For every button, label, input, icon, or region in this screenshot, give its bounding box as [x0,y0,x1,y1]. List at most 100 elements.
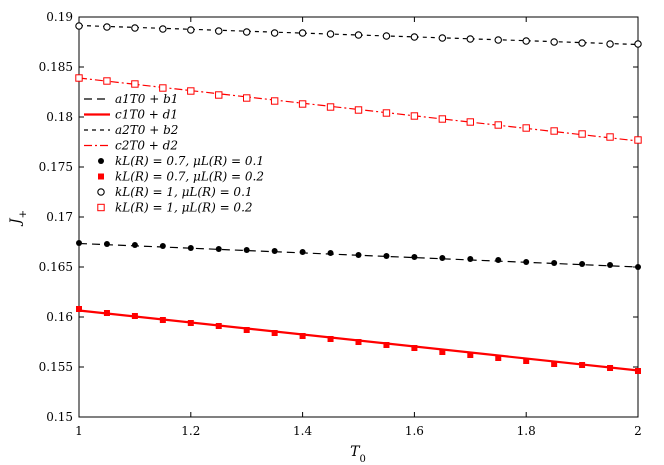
data-point-s3 [159,25,167,33]
legend-entry-4: c2T0 + d2 [115,139,178,153]
data-point-s3 [103,23,111,31]
data-point-s1 [243,247,250,253]
data-point-s4 [382,109,391,117]
data-point-s3 [606,40,614,48]
data-point-s4 [159,84,167,92]
data-point-s3 [131,24,139,32]
data-point-s4 [354,106,363,114]
x-tick-label: 1 [75,424,83,438]
data-point-s3 [298,29,307,37]
data-point-s2 [271,330,278,336]
data-point-s4 [187,87,195,95]
data-point-s2 [243,327,250,333]
legend-entry-6: kL(R) = 0.7, μL(R) = 0.2 [115,170,264,184]
data-point-s1 [495,257,502,263]
legend-entry-5: kL(R) = 0.7, μL(R) = 0.1 [115,154,264,168]
data-point-s1 [355,252,362,258]
data-point-s1 [103,241,110,247]
data-point-s1 [131,242,138,248]
y-tick-label: 0.185 [39,60,73,74]
legend-entry-2: c1T0 + d1 [115,108,178,122]
data-point-s3 [354,31,363,39]
x-tick-label: 2 [634,424,642,438]
data-point-s4 [466,118,475,126]
data-point-s3 [326,30,335,38]
data-point-s2 [551,361,558,367]
y-tick-label: 0.18 [46,110,73,124]
data-point-s4 [215,91,223,99]
data-point-s1 [579,261,586,267]
data-point-s1 [187,245,194,251]
legend-marker-6 [98,173,104,180]
y-tick-label: 0.175 [39,160,73,174]
data-point-s2 [523,358,530,364]
y-tick-label: 0.15 [46,410,73,424]
data-point-s4 [243,94,251,102]
data-point-s3 [242,28,251,36]
data-point-s4 [606,133,614,141]
legend-entry-8: kL(R) = 1, μL(R) = 0.2 [115,201,253,215]
data-point-s2 [439,349,446,355]
data-point-s3 [578,39,586,47]
y-axis-label: J+ [8,210,29,227]
y-tick-label: 0.165 [39,260,73,274]
data-point-s1 [271,248,278,254]
data-point-s3 [187,26,195,34]
x-tick-label: 1.2 [181,424,200,438]
data-markers [75,22,642,374]
data-point-s1 [635,264,641,270]
data-point-s4 [578,130,586,138]
data-point-s4 [522,124,530,132]
legend-entry-3: a2T0 + b2 [115,123,178,137]
data-point-s2 [159,317,166,323]
data-point-s2 [187,320,194,326]
data-point-s2 [467,352,474,358]
data-point-s2 [383,342,390,348]
data-point-s4 [634,136,642,144]
data-point-s1 [607,262,614,268]
y-tick-label: 0.16 [46,310,73,324]
data-point-s2 [411,345,418,351]
data-point-s2 [355,339,362,345]
data-point-s2 [76,306,82,312]
data-point-s2 [579,362,586,368]
data-point-s3 [410,33,419,41]
data-point-s1 [76,240,82,246]
data-point-s1 [523,259,530,265]
data-point-s4 [438,115,447,123]
fit-line-4 [78,77,639,142]
data-point-s3 [215,27,223,35]
data-point-s2 [327,336,334,342]
legend-marker-5 [98,158,104,164]
data-point-s3 [270,29,279,37]
x-axis-label: T0 [350,444,366,465]
data-point-s2 [607,365,614,371]
x-tick-label: 1.4 [293,424,312,438]
data-point-s4 [550,127,558,135]
data-point-s3 [382,32,391,40]
data-point-s1 [467,256,474,262]
data-point-s3 [75,22,83,30]
legend-marker-7 [97,188,105,196]
data-point-s2 [103,310,110,316]
data-point-s1 [411,254,418,260]
ticks: 1 1.2 1.4 1.6 1.8 2 0.15 0.155 0.16 0.165 0.17 0.17… [39,10,642,438]
x-tick-label: 1.6 [405,424,424,438]
data-point-s3 [634,40,642,48]
data-point-s1 [299,249,306,255]
y-tick-label: 0.19 [46,10,73,24]
data-point-s1 [327,250,334,256]
data-point-s4 [494,121,502,129]
data-point-s1 [551,260,558,266]
data-point-s1 [439,255,446,261]
data-point-s4 [410,112,419,120]
x-tick-label: 1.8 [517,424,536,438]
data-point-s3 [438,34,447,42]
legend-marker-8 [97,203,105,212]
data-point-s3 [550,38,558,46]
fit-line-3 [78,24,639,46]
data-point-s4 [270,97,279,105]
plot-frame [78,16,639,418]
data-point-s2 [635,368,641,374]
